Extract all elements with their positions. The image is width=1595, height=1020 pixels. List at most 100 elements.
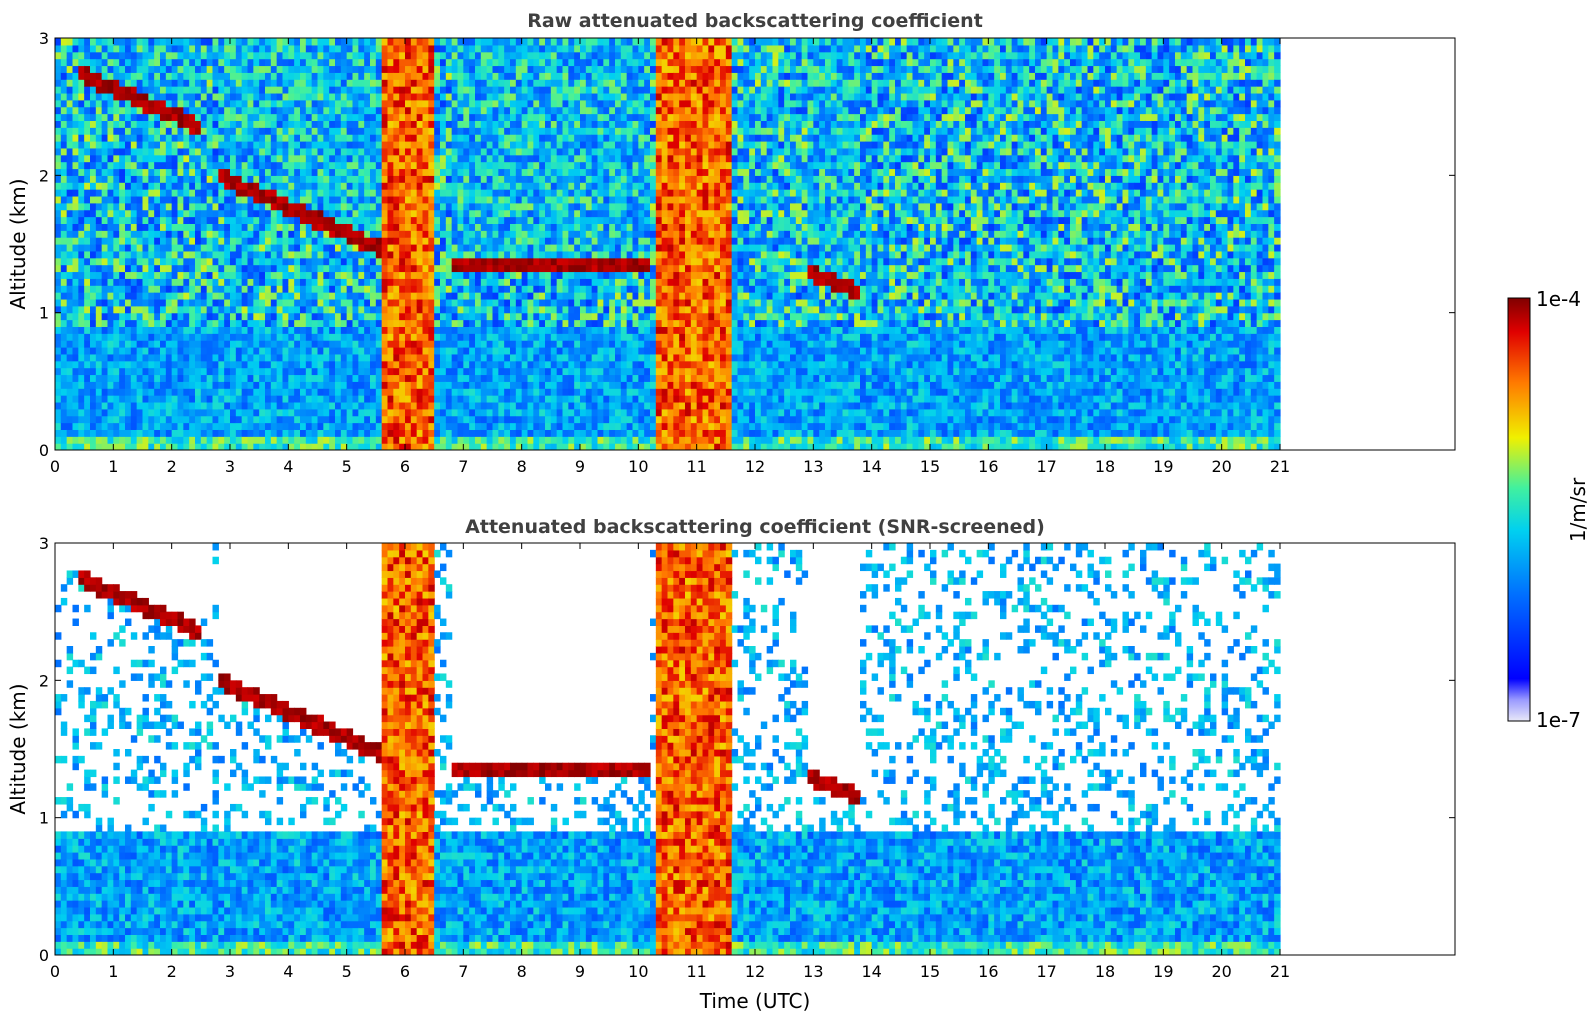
heatmap-cell <box>422 257 429 266</box>
heatmap-cell <box>515 38 523 46</box>
heatmap-cell <box>504 285 511 293</box>
heatmap-cell <box>113 367 120 376</box>
heatmap-cell <box>183 237 190 245</box>
heatmap-cell <box>78 298 85 307</box>
heatmap-cell <box>521 230 529 238</box>
heatmap-cell <box>358 244 365 252</box>
heatmap-cell <box>247 305 254 314</box>
heatmap-cell <box>119 408 126 417</box>
heatmap-cell <box>101 388 109 396</box>
heatmap-cell <box>475 312 482 321</box>
heatmap-cell <box>387 168 394 176</box>
heatmap-cell <box>230 264 237 273</box>
heatmap-cell <box>352 168 359 176</box>
heatmap-cell <box>504 415 511 424</box>
heatmap-cell <box>480 257 488 266</box>
heatmap-cell <box>515 353 523 362</box>
heatmap-cell <box>410 312 418 321</box>
heatmap-cell <box>154 237 161 245</box>
heatmap-cell <box>294 58 301 67</box>
heatmap-cell <box>200 319 208 327</box>
heatmap-cell <box>235 415 243 424</box>
heatmap-cell <box>165 141 173 149</box>
heatmap-cell <box>498 374 505 382</box>
heatmap-cell <box>451 38 459 46</box>
heatmap-cell <box>125 381 132 389</box>
heatmap-cell <box>253 401 260 410</box>
heatmap-cell <box>358 92 365 101</box>
heatmap-cell <box>212 120 219 128</box>
heatmap-cell <box>504 134 511 142</box>
heatmap-cell <box>492 360 499 369</box>
heatmap-cell <box>66 244 74 252</box>
heatmap-cell <box>393 278 400 286</box>
heatmap-cell <box>486 154 494 163</box>
heatmap-cell <box>130 92 138 101</box>
heatmap-cell <box>335 429 342 437</box>
heatmap-cell <box>206 44 214 53</box>
heatmap-cell <box>90 106 97 115</box>
heatmap-cell <box>445 113 453 121</box>
heatmap-cell <box>370 230 377 238</box>
heatmap-cell <box>212 408 219 417</box>
heatmap-cell <box>235 381 243 389</box>
heatmap-cell <box>399 264 406 273</box>
heatmap-cell <box>340 298 348 307</box>
heatmap-cell <box>352 367 359 376</box>
heatmap-cell <box>393 106 400 115</box>
heatmap-cell <box>55 415 62 424</box>
heatmap-cell <box>480 223 488 231</box>
heatmap-cell <box>200 202 208 211</box>
heatmap-cell <box>445 182 453 190</box>
heatmap-cell <box>253 388 260 396</box>
heatmap-cell <box>119 189 126 197</box>
heatmap-cell <box>148 415 155 424</box>
heatmap-cell <box>253 292 260 300</box>
heatmap-cell <box>195 422 202 430</box>
heatmap-cell <box>247 353 254 362</box>
heatmap-cell <box>463 86 470 94</box>
heatmap-cell <box>434 278 441 286</box>
heatmap-cell <box>171 374 179 382</box>
heatmap-cell <box>475 250 482 259</box>
heatmap-cell <box>323 223 330 231</box>
heatmap-cell <box>154 353 161 362</box>
heatmap-cell <box>504 401 511 410</box>
heatmap-cell <box>399 223 406 231</box>
heatmap-cell <box>405 305 412 314</box>
heatmap-cell <box>533 202 540 211</box>
heatmap-cell <box>206 298 214 307</box>
heatmap-cell <box>305 298 313 307</box>
heatmap-cell <box>370 429 377 437</box>
heatmap-cell <box>183 250 190 259</box>
heatmap-cell <box>270 305 278 314</box>
heatmap-cell <box>195 51 202 60</box>
heatmap-cell <box>189 72 196 80</box>
heatmap-cell <box>119 92 126 101</box>
heatmap-cell <box>212 305 219 314</box>
heatmap-cell <box>113 401 120 410</box>
heatmap-cell <box>329 436 336 444</box>
heatmap-cell <box>119 422 126 430</box>
heatmap-cell <box>416 305 424 314</box>
heatmap-cell <box>160 285 167 293</box>
heatmap-cell <box>381 161 389 170</box>
heatmap-cell <box>317 154 324 163</box>
heatmap-cell <box>259 374 266 382</box>
heatmap-cell <box>142 223 149 231</box>
heatmap-cell <box>311 244 319 252</box>
heatmap-cell <box>165 113 173 121</box>
heatmap-cell <box>463 319 470 327</box>
heatmap-cell <box>399 65 406 73</box>
heatmap-cell <box>265 113 272 121</box>
heatmap-cell <box>515 443 523 450</box>
heatmap-cell <box>107 51 114 60</box>
heatmap-cell <box>247 388 254 396</box>
heatmap-cell <box>212 257 219 266</box>
heatmap-cell <box>265 175 272 183</box>
heatmap-cell <box>510 347 517 355</box>
heatmap-cell <box>282 360 289 369</box>
heatmap-cell <box>416 154 424 163</box>
heatmap-cell <box>434 79 441 87</box>
heatmap-cell <box>78 44 85 53</box>
